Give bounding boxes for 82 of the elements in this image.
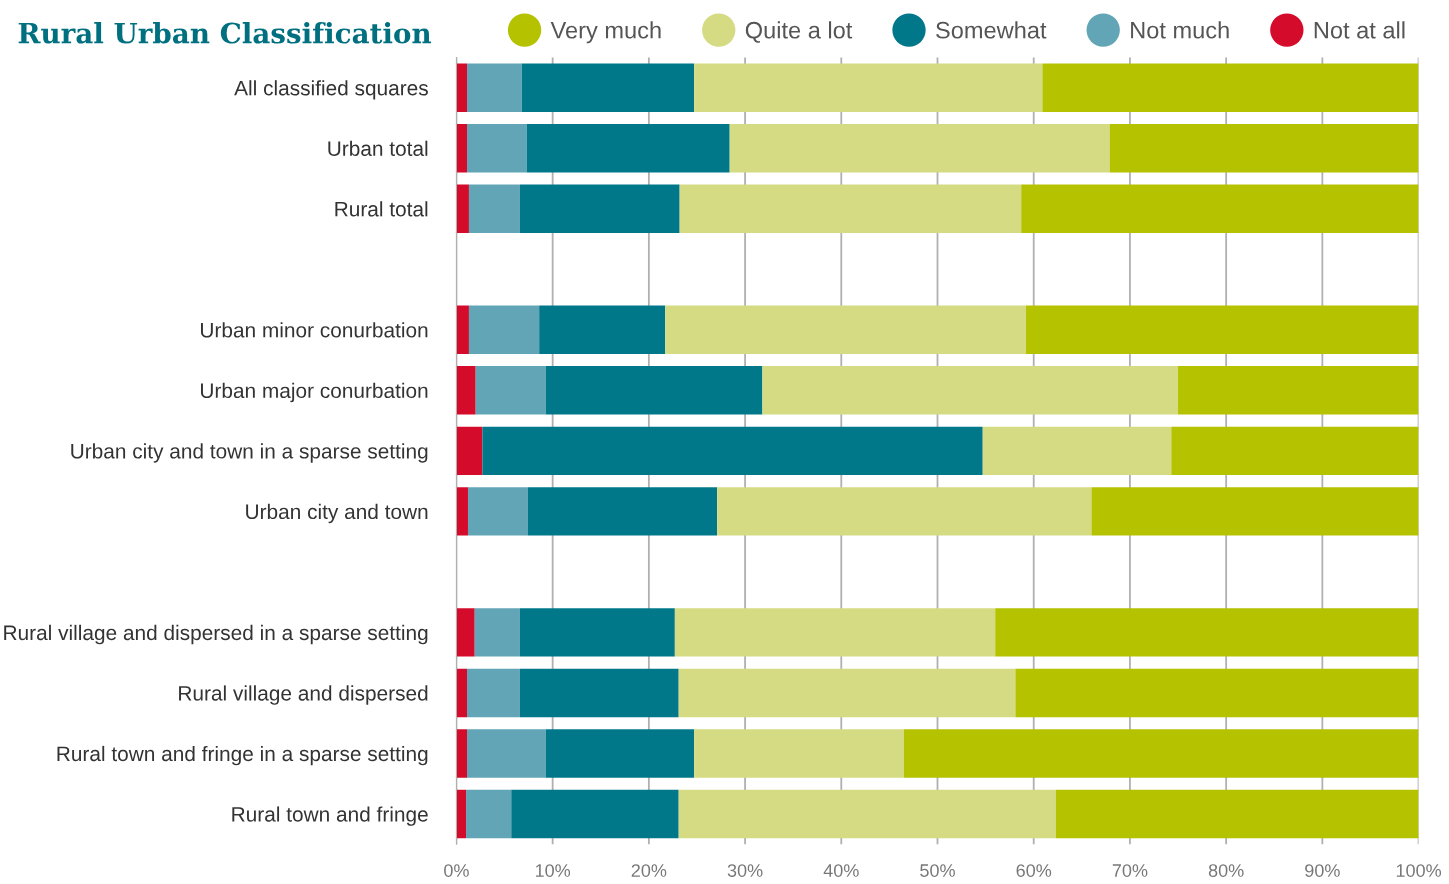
- bar: [521, 63, 695, 112]
- legend-label: Somewhat: [936, 21, 1047, 39]
- bar: [678, 668, 1016, 718]
- bar: [475, 366, 546, 415]
- bar: [467, 729, 546, 778]
- x-tick-label: 90%: [1305, 864, 1340, 877]
- bar: [519, 668, 679, 718]
- bar: [456, 668, 468, 718]
- x-tick-label: 20%: [631, 864, 667, 877]
- bar: [456, 729, 468, 778]
- y-tick-label: Rural town and fringe in a sparse setting: [57, 745, 428, 766]
- bar: [665, 305, 1027, 355]
- bar: [1055, 789, 1419, 839]
- bar: [519, 608, 675, 657]
- bar: [1021, 184, 1419, 233]
- bar: [466, 789, 512, 839]
- y-tick-label: Urban city and town in a sparse setting: [71, 443, 428, 463]
- bar: [456, 124, 468, 173]
- bar: [717, 487, 1092, 536]
- y-tick-label: Rural village and dispersed: [179, 685, 428, 705]
- bar: [982, 426, 1172, 476]
- bar: [527, 487, 718, 536]
- bar: [456, 426, 483, 476]
- bar: [729, 124, 1110, 173]
- bar: [456, 487, 468, 536]
- bar: [1109, 124, 1419, 173]
- x-tick-label: 40%: [823, 864, 859, 877]
- bar: [1091, 487, 1419, 536]
- bar: [1178, 366, 1419, 415]
- bar: [545, 729, 695, 778]
- x-tick-label: 60%: [1016, 864, 1052, 877]
- bar: [539, 305, 666, 355]
- bar: [545, 366, 763, 415]
- bar: [1171, 426, 1419, 476]
- x-tick-label: 50%: [920, 864, 955, 877]
- x-tick-label: 0%: [444, 864, 469, 877]
- x-tick-label: 80%: [1208, 864, 1244, 877]
- bar: [482, 426, 983, 476]
- bar: [1042, 63, 1419, 112]
- bar: [474, 608, 520, 657]
- bar: [678, 789, 1056, 839]
- y-tick-label: Urban major conurbation: [200, 382, 428, 403]
- bar: [679, 184, 1022, 233]
- y-tick-label: Urban city and town: [246, 503, 428, 524]
- text: Rural Urban Classification: [18, 22, 432, 44]
- y-tick-label: Urban total: [328, 140, 428, 156]
- y-tick-label: Urban minor conurbation: [200, 322, 428, 338]
- bar: [468, 305, 540, 355]
- y-tick-label: All classified squares: [234, 80, 428, 100]
- bar: [467, 487, 528, 536]
- x-tick-label: 30%: [727, 864, 763, 877]
- bar: [456, 789, 467, 839]
- bar: [519, 184, 680, 233]
- y-tick-label: Rural town and fringe: [232, 806, 428, 826]
- bar: [995, 608, 1419, 657]
- bar: [762, 366, 1179, 415]
- bar: [467, 668, 520, 718]
- legend-label: Not at all: [1314, 21, 1405, 39]
- bar: [456, 305, 469, 355]
- bar: [694, 63, 1043, 112]
- bar: [468, 184, 520, 233]
- y-tick-label: Rural village and dispersed in a sparse setting: [4, 624, 428, 645]
- bar: [456, 63, 468, 112]
- bar: [1015, 668, 1419, 718]
- x-tick-label: 70%: [1112, 864, 1148, 877]
- legend-label: Quite a lot: [745, 21, 853, 43]
- bar: [526, 124, 730, 173]
- bar: [456, 184, 469, 233]
- legend-label: Not much: [1131, 21, 1229, 39]
- bar: [1026, 305, 1419, 355]
- bar: [674, 608, 996, 657]
- x-tick-label: 100%: [1396, 864, 1442, 877]
- legend-label: Very much: [550, 21, 661, 44]
- y-tick-label: Rural total: [335, 201, 428, 217]
- bar: [903, 729, 1419, 778]
- bar: [694, 729, 904, 778]
- bar: [456, 608, 475, 657]
- bar: [511, 789, 679, 839]
- bar: [467, 124, 527, 173]
- x-tick-label: 10%: [535, 864, 571, 877]
- bar: [467, 63, 522, 112]
- bar: [456, 366, 476, 415]
